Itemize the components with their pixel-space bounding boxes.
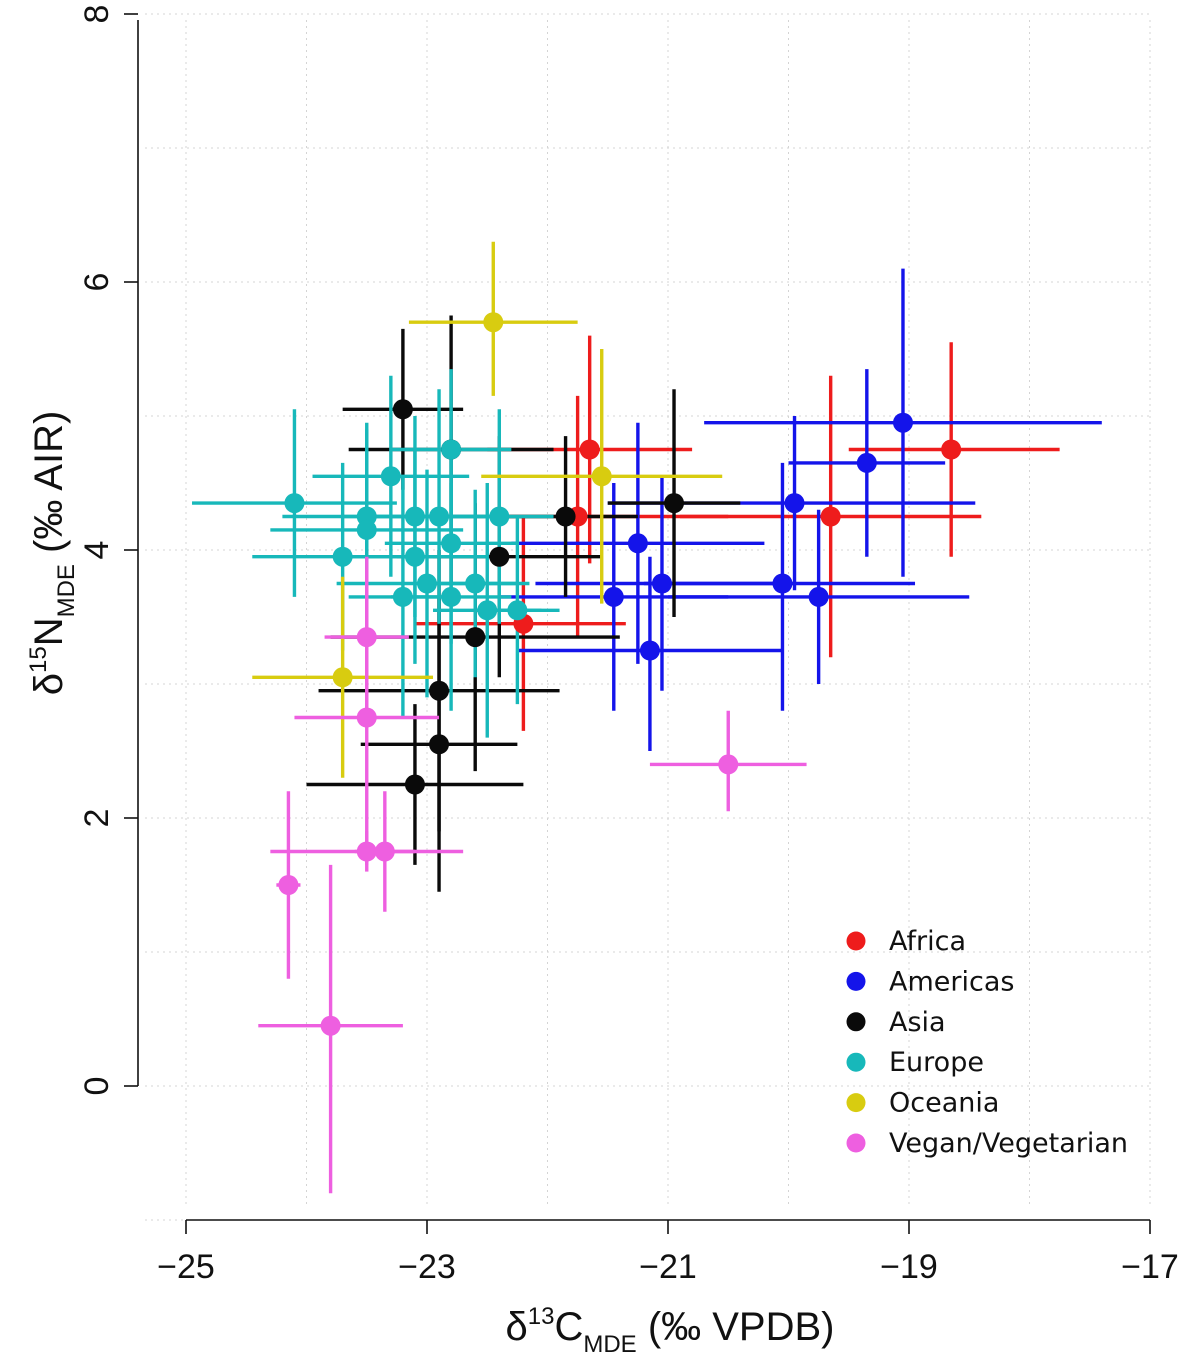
data-point: [465, 627, 486, 648]
data-point: [941, 439, 962, 460]
data-point: [404, 546, 425, 567]
x-axis-ticks: −25 −23 −21 −19 −17: [157, 1220, 1179, 1286]
legend-marker: [846, 1012, 866, 1032]
data-point: [441, 533, 462, 554]
y-tick-label: 6: [78, 273, 116, 292]
data-point: [772, 573, 793, 594]
legend-marker: [846, 1052, 866, 1072]
data-point: [603, 586, 624, 607]
data-point: [477, 600, 498, 621]
data-point: [579, 439, 600, 460]
legend-label: Americas: [889, 966, 1014, 997]
legend-label: Europe: [889, 1047, 984, 1078]
data-point: [417, 573, 437, 594]
data-point: [429, 506, 450, 527]
data-point: [489, 546, 510, 567]
data-point: [808, 586, 829, 607]
legend-label: Africa: [889, 926, 966, 957]
y-tick-label: 4: [78, 541, 116, 560]
data-point: [356, 627, 377, 648]
data-point: [429, 734, 450, 755]
legend-marker: [846, 971, 866, 991]
data-point: [332, 546, 353, 567]
data-point: [555, 506, 576, 527]
legend-label: Asia: [889, 1007, 946, 1038]
data-point: [332, 667, 353, 688]
data-point: [856, 452, 877, 473]
data-point: [356, 519, 377, 540]
data-point: [356, 841, 377, 862]
y-tick-label: 2: [78, 809, 116, 828]
axes: [137, 20, 1150, 1221]
data-point: [820, 506, 841, 527]
legend-label: Oceania: [889, 1088, 999, 1119]
data-point: [404, 506, 425, 527]
data-point: [483, 312, 504, 333]
data-point: [380, 466, 401, 487]
legend-marker: [846, 931, 866, 951]
grid-lines: [145, 13, 1151, 1221]
y-axis-ticks: 0 2 4 6 8: [78, 5, 138, 1096]
legend-label: Vegan/Vegetarian: [889, 1128, 1128, 1159]
legend-marker: [846, 1133, 866, 1153]
x-tick-label: −23: [398, 1248, 456, 1286]
data-point: [374, 841, 395, 862]
data-point: [718, 754, 739, 775]
data-point: [284, 493, 305, 514]
data-points: [278, 312, 962, 1036]
data-point: [441, 439, 462, 460]
data-point: [404, 774, 425, 795]
data-point: [320, 1015, 341, 1036]
data-point: [441, 586, 462, 607]
data-point: [784, 493, 805, 514]
legend: Africa Americas Asia Europe Oceania Vegan/Veg…: [846, 926, 1128, 1159]
x-tick-label: −21: [639, 1248, 697, 1286]
data-point: [489, 506, 510, 527]
x-tick-label: −19: [880, 1248, 938, 1286]
data-point: [639, 640, 660, 661]
data-point: [591, 466, 612, 487]
data-point: [465, 573, 486, 594]
data-point: [664, 493, 685, 514]
data-point: [356, 707, 377, 728]
x-tick-label: −17: [1121, 1248, 1179, 1286]
x-tick-label: −25: [157, 1248, 215, 1286]
data-point: [507, 600, 528, 621]
data-point: [392, 586, 413, 607]
data-point: [429, 680, 450, 701]
y-tick-label: 0: [78, 1077, 116, 1096]
data-point: [627, 533, 648, 554]
y-axis-title: δ15NMDE (‰ AIR): [25, 411, 80, 696]
data-point: [392, 399, 413, 420]
legend-marker: [846, 1093, 866, 1113]
data-point: [651, 573, 672, 594]
data-point: [278, 875, 299, 895]
data-point: [892, 412, 913, 433]
x-axis-title: δ13CMDE (‰ VPDB): [506, 1303, 835, 1356]
y-tick-label: 8: [78, 5, 116, 24]
